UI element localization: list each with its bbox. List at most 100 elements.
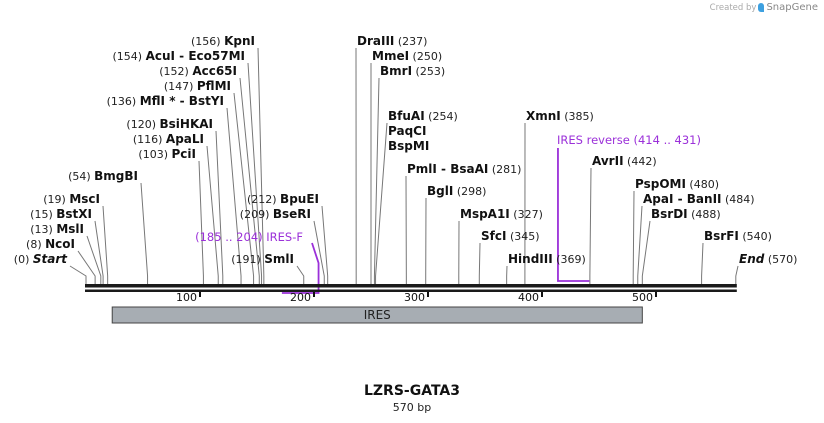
svg-text:MmeI (250): MmeI (250)	[372, 49, 442, 63]
site-start[interactable]: (0) Start	[14, 252, 68, 266]
tick-label: 500	[632, 291, 653, 304]
svg-text:(156) KpnI: (156) KpnI	[191, 34, 255, 48]
site-apali[interactable]: (116) ApaLI	[133, 132, 204, 146]
svg-text:(13) MslI: (13) MslI	[30, 222, 84, 236]
site-connector	[206, 145, 219, 284]
svg-text:BglI (298): BglI (298)	[427, 184, 486, 198]
site-mspa1i[interactable]: MspA1I (327)	[460, 207, 543, 221]
site-connector	[77, 250, 96, 284]
site-connector	[86, 235, 102, 284]
svg-text:BsrDI (488): BsrDI (488)	[651, 207, 721, 221]
svg-text:(191) SmlI: (191) SmlI	[231, 252, 294, 266]
feature-label: IRES	[364, 308, 391, 322]
site-bsrdi[interactable]: BsrDI (488)	[651, 207, 721, 221]
site-msli[interactable]: (13) MslI	[30, 222, 84, 236]
primer-ires-f[interactable]: (185 .. 204) IRES-F	[195, 230, 320, 294]
site-bseri[interactable]: (209) BseRI	[240, 207, 311, 221]
svg-text:(19) MscI: (19) MscI	[43, 192, 100, 206]
site-sfci[interactable]: SfcI (345)	[481, 229, 540, 243]
svg-text:MspA1I (327): MspA1I (327)	[460, 207, 543, 221]
site-hindiii[interactable]: HindIII (369)	[508, 252, 586, 266]
tick-label: 400	[518, 291, 539, 304]
svg-text:(120) BsiHKAI: (120) BsiHKAI	[126, 117, 213, 131]
site-avrii[interactable]: AvrII (442)	[592, 154, 657, 168]
site-connector	[226, 107, 242, 284]
site-bsihkai[interactable]: (120) BsiHKAI	[126, 117, 213, 131]
svg-text:(212) BpuEI: (212) BpuEI	[247, 192, 319, 206]
tick-mark	[427, 292, 429, 297]
site-connector	[257, 47, 265, 284]
site-connector	[296, 265, 305, 284]
site-labels: (0) Start(8) NcoI(13) MslI(15) BstXI(19)…	[14, 34, 798, 266]
site-apai[interactable]: ApaI - BanII (484)	[643, 192, 755, 206]
site-pmli[interactable]: PmlI - BsaAI (281)	[407, 162, 521, 176]
site-end[interactable]: End (570)	[739, 252, 797, 266]
site-connector	[313, 220, 325, 284]
site-msci[interactable]: (19) MscI	[43, 192, 100, 206]
tick-mark	[199, 292, 201, 297]
site-smli[interactable]: (191) SmlI	[231, 252, 294, 266]
site-connector	[321, 205, 329, 284]
svg-text:PspOMI (480): PspOMI (480)	[635, 177, 719, 191]
site-bmri[interactable]: BmrI (253)	[380, 64, 445, 78]
dna-backbone	[85, 284, 737, 292]
svg-text:End (570): End (570)	[739, 252, 797, 266]
site-bsrfi[interactable]: BsrFI (540)	[704, 229, 772, 243]
credit-prefix: Created by	[709, 2, 757, 13]
svg-text:AvrII (442): AvrII (442)	[592, 154, 657, 168]
site-acc65i[interactable]: (152) Acc65I	[159, 64, 237, 78]
site-connector	[247, 62, 263, 284]
svg-text:(152) Acc65I: (152) Acc65I	[159, 64, 237, 78]
site-bmgbi[interactable]: (54) BmgBI	[68, 169, 138, 183]
site-pflmi[interactable]: (147) PflMI	[164, 79, 231, 93]
svg-text:DraIII (237): DraIII (237)	[357, 34, 427, 48]
svg-text:PaqCI: PaqCI	[388, 124, 426, 138]
site-connector	[69, 265, 87, 284]
svg-text:HindIII (369): HindIII (369)	[508, 252, 586, 266]
backbone-bottom-strand	[85, 289, 737, 292]
site-connector-lines	[69, 47, 739, 284]
svg-text:XmnI (385): XmnI (385)	[526, 109, 594, 123]
backbone-top-strand	[85, 284, 737, 288]
site-connector	[641, 220, 651, 284]
svg-text:(15) BstXI: (15) BstXI	[30, 207, 92, 221]
snapgene-logo-icon	[758, 3, 765, 12]
feature-ires[interactable]	[111, 306, 643, 324]
site-pspomi[interactable]: PspOMI (480)	[635, 177, 719, 191]
site-acui[interactable]: (154) AcuI - Eco57MI	[113, 49, 245, 63]
svg-text:(116) ApaLI: (116) ApaLI	[133, 132, 204, 146]
site-connector	[140, 182, 149, 284]
tick-mark	[655, 292, 657, 297]
svg-text:(103) PciI: (103) PciI	[138, 147, 196, 161]
site-bgli[interactable]: BglI (298)	[427, 184, 486, 198]
site-connector	[102, 205, 109, 284]
svg-text:BspMI: BspMI	[388, 139, 429, 153]
map-title: LZRS-GATA3	[363, 383, 461, 399]
site-connector	[637, 205, 643, 284]
svg-text:(136) MflI * - BstYI: (136) MflI * - BstYI	[107, 94, 224, 108]
site-bstxi[interactable]: (15) BstXI	[30, 207, 92, 221]
svg-text:(54) BmgBI: (54) BmgBI	[68, 169, 138, 183]
map-length: 570 bp	[392, 401, 432, 414]
svg-text:(0) Start: (0) Start	[14, 252, 68, 266]
site-kpni[interactable]: (156) KpnI	[191, 34, 255, 48]
svg-text:(209) BseRI: (209) BseRI	[240, 207, 311, 221]
primer-arrow	[557, 148, 590, 282]
svg-text:SfcI (345): SfcI (345)	[481, 229, 540, 243]
site-ncoi[interactable]: (8) NcoI	[26, 237, 75, 251]
site-xmni[interactable]: XmnI (385)	[526, 109, 594, 123]
site-connector	[239, 77, 260, 284]
site-mmei[interactable]: MmeI (250)	[372, 49, 442, 63]
site-pcii[interactable]: (103) PciI	[138, 147, 196, 161]
tick-label: 300	[404, 291, 425, 304]
site-bpuei[interactable]: (212) BpuEI	[247, 192, 319, 206]
site-mfli[interactable]: (136) MflI * - BstYI	[107, 94, 224, 108]
credit-brand: SnapGene	[766, 2, 818, 13]
site-draiii[interactable]: DraIII (237)	[357, 34, 427, 48]
site-connector	[632, 190, 635, 284]
tick-mark	[313, 292, 315, 297]
primer-ires-reverse[interactable]: IRES reverse (414 .. 431)	[557, 133, 701, 282]
site-connector	[478, 242, 481, 284]
